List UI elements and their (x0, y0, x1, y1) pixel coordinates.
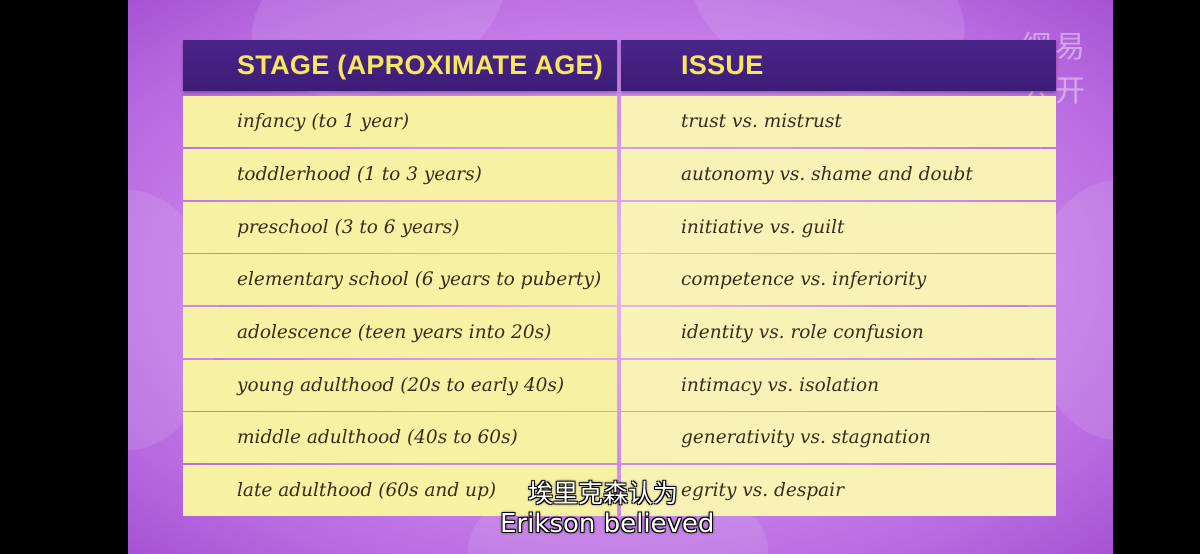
issue-cell: initiative vs. guilt (621, 202, 1056, 253)
stage-cell: young adulthood (20s to early 40s) (183, 360, 617, 411)
issue-cell: intimacy vs. isolation (621, 360, 1056, 411)
column-header-stage: STAGE (APROXIMATE AGE) (183, 40, 617, 91)
issue-cell: generativity vs. stagnation (621, 412, 1056, 463)
issue-cell: trust vs. mistrust (621, 96, 1056, 147)
stage-cell: adolescence (teen years into 20s) (183, 307, 617, 358)
subtitle-chinese: 埃里克森认为 (528, 479, 679, 508)
stage-cell: toddlerhood (1 to 3 years) (183, 149, 617, 200)
stage-cell: late adulthood (60s and up) (183, 465, 617, 516)
issue-cell: identity vs. role confusion (621, 307, 1056, 358)
issue-cell: competence vs. inferiority (621, 254, 1056, 305)
stage-cell: elementary school (6 years to puberty) (183, 254, 617, 305)
stage-cell: middle adulthood (40s to 60s) (183, 412, 617, 463)
column-header-issue: ISSUE (621, 40, 1056, 91)
issue-cell: egrity vs. despair (621, 465, 1056, 516)
stage-cell: infancy (to 1 year) (183, 96, 617, 147)
subtitle-english: Erikson believed (500, 509, 715, 539)
stage-cell: preschool (3 to 6 years) (183, 202, 617, 253)
issue-cell: autonomy vs. shame and doubt (621, 149, 1056, 200)
